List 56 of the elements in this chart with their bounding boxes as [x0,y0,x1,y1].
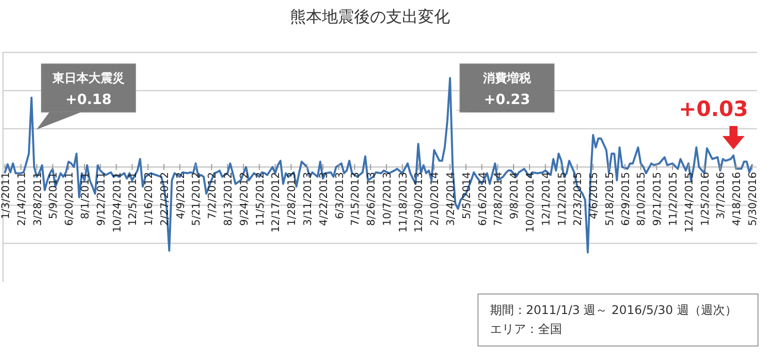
x-tick-label: 12/17/2012 [270,172,282,233]
x-tick-label: 1/12/2015 [556,172,568,226]
x-tick-label: 11/2/2015 [668,172,680,226]
x-tick-label: 2/23/2015 [572,172,584,226]
x-tick-label: 7/15/2013 [350,172,362,226]
x-tick-label: 2/27/2012 [158,172,171,226]
x-tick-label: 3/28/2011 [32,172,44,226]
x-tick-label: 7/28/2014 [492,172,505,226]
annotation: +0.23 [484,92,530,108]
x-tick-label: 5/5/2014 [460,172,473,220]
x-tick-label: 8/13/2012 [222,172,235,226]
x-tick-label: 11/5/2012 [254,172,266,226]
x-tick-label: 8/26/2013 [366,172,378,226]
x-tick-label: 1/3/2011 [0,172,12,220]
x-tick-label: 10/20/2014 [524,172,536,233]
text: エリア：全国 [490,322,562,336]
x-tick-label: 6/3/2013 [334,172,346,220]
x-tick-label: 3/11/2013 [302,172,314,226]
x-tick-label: 9/12/2011 [95,172,108,226]
x-tick-label: 4/18/2016 [731,172,744,226]
x-tick-label: 9/24/2012 [238,172,250,226]
annotation: +0.18 [65,92,112,108]
x-tick-label: 10/24/2011 [111,172,124,233]
x-tick-label: 6/20/2011 [64,172,76,226]
x-tick-label: 11/18/2013 [397,172,410,233]
x-tick-label: 9/8/2014 [508,172,521,220]
x-tick-label: 5/30/2016 [747,172,759,226]
x-tick-label: 12/1/2014 [540,172,552,226]
x-tick-label: 3/7/2016 [715,172,728,220]
x-tick-label: 1/28/2013 [286,172,298,226]
x-tick-label: 3/24/2014 [445,172,458,226]
x-tick-label: 12/14/2015 [683,172,696,233]
annotation: 東日本大震災 [51,71,124,85]
x-tick-label: 4/6/2015 [588,172,600,220]
x-tick-label: 5/18/2015 [604,172,616,226]
x-tick-label: 4/9/2012 [174,172,187,220]
x-tick-label: 1/25/2016 [699,172,712,226]
x-tick-label: 2/10/2014 [429,172,442,226]
x-tick-label: 7/2/2012 [206,172,219,220]
x-tick-label: 6/29/2015 [620,172,632,226]
x-tick-label: 10/7/2013 [381,172,394,226]
x-tick-label: 5/21/2012 [190,172,203,226]
x-tick-label: 8/1/2011 [79,172,92,220]
x-tick-label: 9/21/2015 [652,172,664,226]
annotation: 消費増税 [482,71,532,85]
x-tick-label: 12/5/2011 [127,172,140,226]
annotation: +0.03 [678,97,748,121]
x-tick-label: 4/22/2013 [318,172,330,226]
x-tick-label: 2/14/2011 [16,172,28,226]
x-tick-label: 1/16/2012 [143,172,156,226]
x-tick-label: 12/30/2013 [413,172,426,233]
x-tick-label: 5/9/2011 [48,172,60,220]
x-tick-label: 8/10/2015 [636,172,648,226]
x-tick-label: 6/16/2014 [476,172,489,226]
chart-title: 熊本地震後の支出変化 [290,7,450,26]
text: 期間：2011/1/3 週～ 2016/5/30 週（週次） [490,303,737,317]
